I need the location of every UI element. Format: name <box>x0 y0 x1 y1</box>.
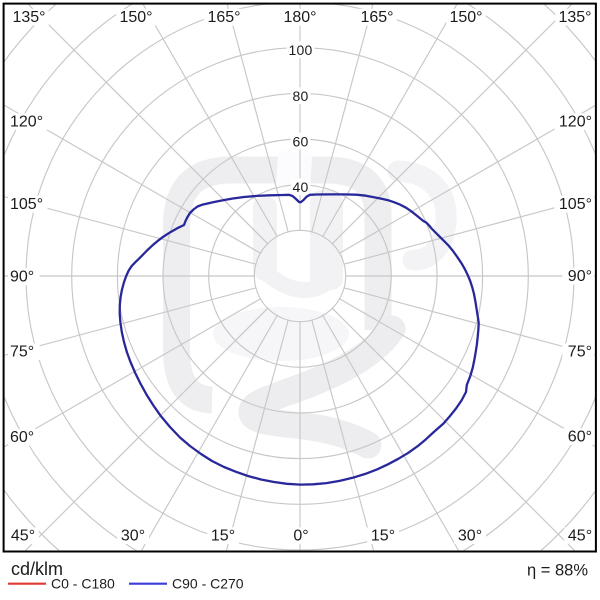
svg-text:40: 40 <box>293 179 309 195</box>
svg-text:90°: 90° <box>568 268 592 285</box>
svg-text:75°: 75° <box>568 344 592 361</box>
svg-text:C0 - C180: C0 - C180 <box>51 576 115 592</box>
svg-text:60: 60 <box>293 134 309 150</box>
svg-text:180°: 180° <box>283 9 316 26</box>
svg-text:150°: 150° <box>449 9 482 26</box>
svg-text:45°: 45° <box>11 528 35 545</box>
svg-text:C90 - C270: C90 - C270 <box>172 576 244 592</box>
svg-text:165°: 165° <box>360 9 393 26</box>
svg-text:165°: 165° <box>207 9 240 26</box>
svg-text:45°: 45° <box>568 528 592 545</box>
svg-text:90°: 90° <box>10 269 34 286</box>
svg-text:100: 100 <box>289 42 313 58</box>
svg-text:60°: 60° <box>10 429 34 446</box>
svg-text:15°: 15° <box>371 528 395 545</box>
svg-text:120°: 120° <box>559 114 592 131</box>
svg-text:30°: 30° <box>121 528 145 545</box>
svg-text:135°: 135° <box>558 9 591 26</box>
svg-text:80: 80 <box>293 88 309 104</box>
svg-text:75°: 75° <box>10 344 34 361</box>
svg-text:150°: 150° <box>119 9 152 26</box>
svg-text:60°: 60° <box>568 429 592 446</box>
svg-text:cd/klm: cd/klm <box>11 559 63 579</box>
svg-text:120°: 120° <box>10 114 43 131</box>
svg-text:105°: 105° <box>559 196 592 213</box>
svg-text:η = 88%: η = 88% <box>527 562 588 580</box>
svg-text:105°: 105° <box>10 196 43 213</box>
svg-text:135°: 135° <box>12 9 45 26</box>
svg-text:15°: 15° <box>211 528 235 545</box>
svg-text:0°: 0° <box>293 528 308 545</box>
svg-text:30°: 30° <box>458 528 482 545</box>
